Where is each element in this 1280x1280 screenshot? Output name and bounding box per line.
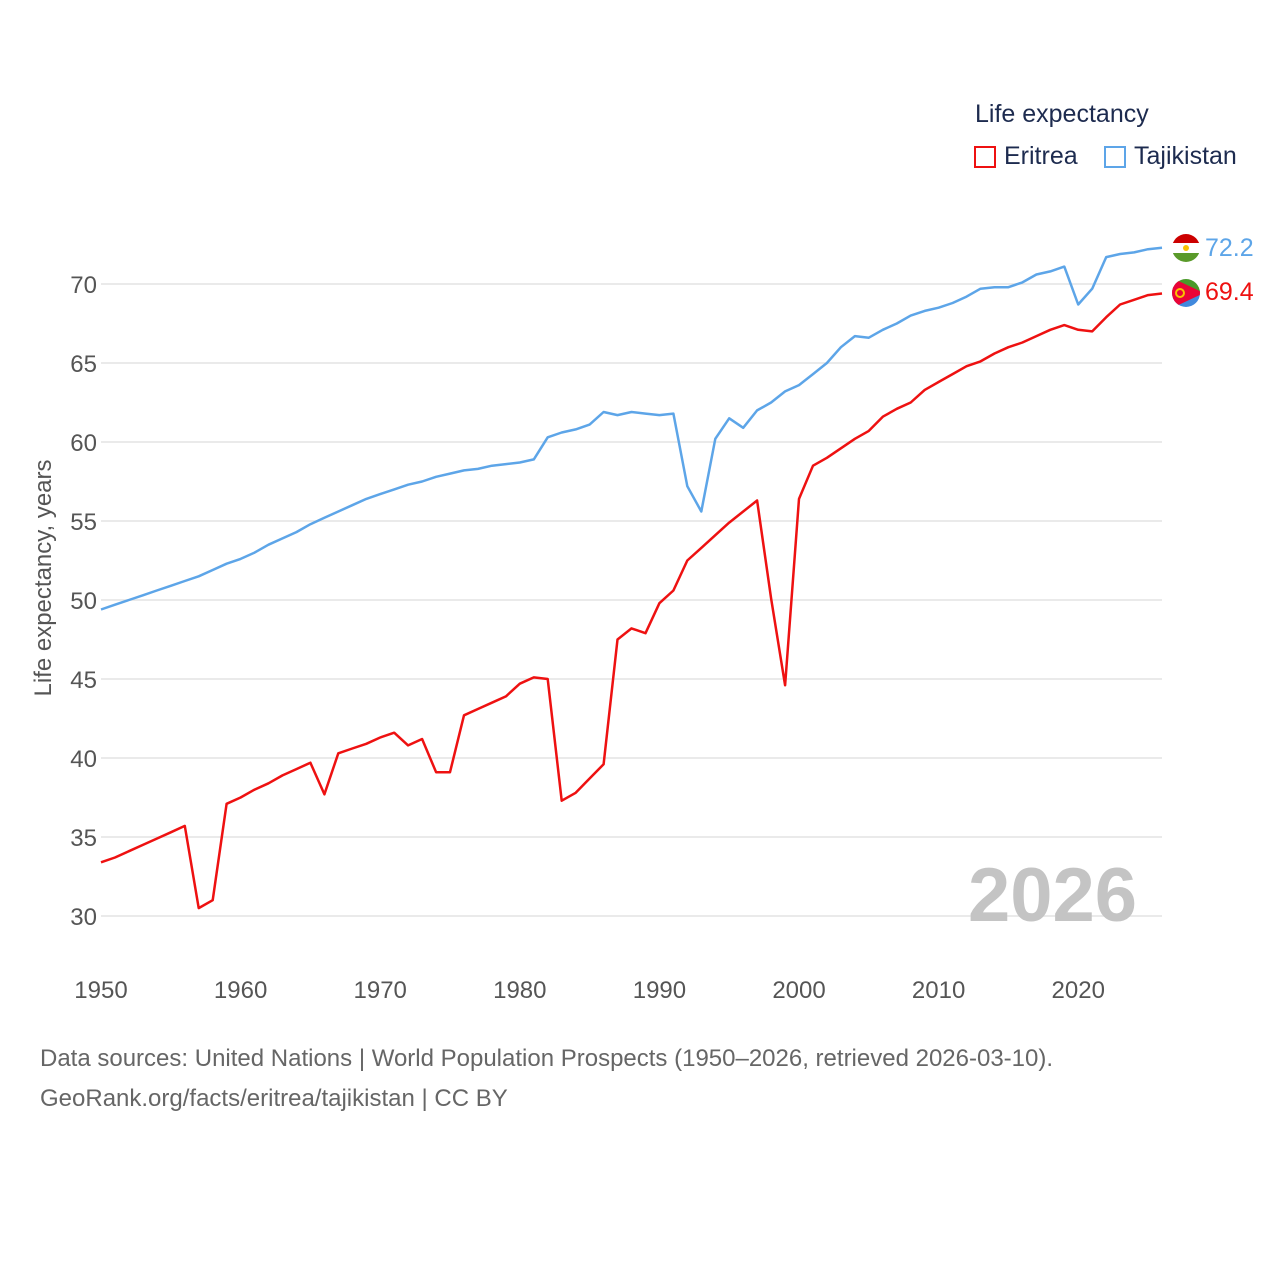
- y-tick-label: 40: [70, 746, 97, 773]
- gridlines: [101, 283, 1162, 917]
- legend-title: Life expectancy: [975, 100, 1149, 128]
- x-tick-label: 1990: [633, 977, 686, 1004]
- x-tick-label: 2000: [772, 977, 825, 1004]
- source-line-2[interactable]: GeoRank.org/facts/eritrea/tajikistan | C…: [40, 1085, 508, 1112]
- legend-swatch-tajikistan: [1104, 145, 1126, 168]
- eritrea-flag-icon: [1172, 279, 1200, 307]
- y-tick-label: 65: [70, 351, 97, 378]
- y-tick-label: 30: [70, 904, 97, 931]
- end-markers: [1172, 234, 1200, 307]
- end-label-eritrea: 69.4: [1205, 278, 1254, 306]
- y-tick-label: 50: [70, 588, 97, 615]
- legend-label-eritrea: Eritrea: [1004, 142, 1078, 170]
- legend-swatch-eritrea: [974, 145, 996, 168]
- y-tick-label: 70: [70, 272, 97, 299]
- x-tick-label: 1970: [354, 977, 407, 1004]
- source-line-1: Data sources: United Nations | World Pop…: [40, 1045, 1054, 1072]
- legend-item-eritrea[interactable]: Eritrea: [974, 142, 1078, 171]
- y-tick-label: 60: [70, 430, 97, 457]
- legend-item-tajikistan[interactable]: Tajikistan: [1104, 142, 1237, 171]
- legend-label-tajikistan: Tajikistan: [1134, 142, 1237, 170]
- x-tick-label: 1980: [493, 977, 546, 1004]
- y-tick-label: 45: [70, 667, 97, 694]
- y-tick-label: 55: [70, 509, 97, 536]
- end-label-tajikistan: 72.2: [1205, 234, 1254, 262]
- year-watermark: 2026: [968, 853, 1138, 938]
- series-line-eritrea: [100, 292, 1163, 910]
- series-line-tajikistan: [100, 246, 1163, 611]
- y-axis-label: Life expectancy, years: [30, 459, 57, 696]
- x-tick-label: 1960: [214, 977, 267, 1004]
- end-labels: 69.4 72.2: [1205, 234, 1254, 306]
- x-tick-label: 2010: [912, 977, 965, 1004]
- series-lines: [100, 246, 1163, 910]
- tajikistan-flag-icon: [1172, 234, 1200, 262]
- y-tick-label: 35: [70, 825, 97, 852]
- x-tick-label: 1950: [74, 977, 127, 1004]
- x-tick-label: 2020: [1052, 977, 1105, 1004]
- y-tick-labels: 30 35 40 45 50 55 60 65 70: [70, 272, 97, 931]
- x-tick-labels: 1950 1960 1970 1980 1990 2000 2010 2020: [74, 977, 1105, 1004]
